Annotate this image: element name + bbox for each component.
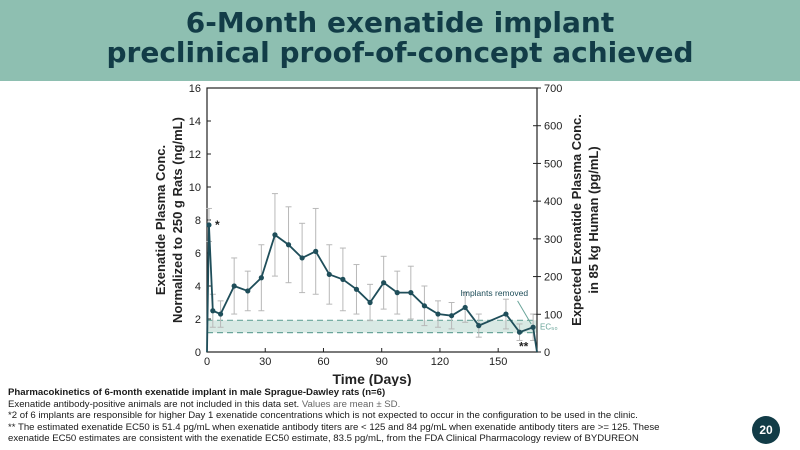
- y-left-tick-label: 4: [195, 281, 201, 293]
- data-point: [394, 290, 400, 296]
- title-line-1: 6-Month exenatide implant: [185, 6, 615, 39]
- y-right-tick-label: 200: [544, 272, 562, 284]
- y-right-tick-label: 300: [544, 234, 562, 246]
- y-left-axis-label-2: Normalized to 250 g Rats (ng/mL): [170, 117, 185, 323]
- data-point: [448, 313, 455, 319]
- annotation-double-star: **: [519, 340, 529, 354]
- pk-chart: EC₅₀ 0 30 60 90 120 150 0 2 4 6 8 10 12 14 16 0 100 200 30…: [153, 83, 601, 386]
- data-point: [245, 288, 251, 294]
- x-axis-label: Time (Days): [332, 371, 411, 386]
- data-point: [516, 329, 523, 335]
- data-point: [206, 222, 212, 228]
- y-right-axis-label-2: in 85 kg Human (pg/mL): [586, 146, 601, 293]
- y-left-tick-label: 12: [189, 149, 201, 161]
- y-left-tick-label: 14: [189, 116, 201, 128]
- slide-title: 6-Month exenatide implant preclinical pr…: [0, 8, 800, 68]
- data-point: [299, 255, 305, 261]
- x-tick-label: 90: [376, 356, 388, 368]
- data-point: [258, 275, 264, 281]
- data-point: [530, 324, 536, 330]
- x-tick-label: 0: [204, 356, 210, 368]
- y-left-tick-label: 8: [195, 215, 201, 227]
- data-point: [381, 280, 387, 286]
- data-point: [326, 271, 332, 278]
- caption-line-4: ** The estimated exenatide EC50 is 51.4 …: [8, 421, 660, 433]
- y-right-tick-label: 600: [544, 121, 562, 133]
- data-point: [313, 248, 319, 254]
- caption-heading: Pharmacokinetics of 6-month exenatide im…: [8, 387, 386, 398]
- data-point: [353, 286, 360, 292]
- y-left-tick-label: 2: [195, 314, 201, 326]
- x-tick-label: 30: [259, 356, 271, 368]
- figure-caption: Pharmacokinetics of 6-month exenatide im…: [8, 387, 738, 445]
- data-point: [217, 311, 224, 317]
- y-right-tick-label: 400: [544, 196, 562, 208]
- x-tick-label: 60: [317, 356, 329, 368]
- data-point: [408, 290, 414, 296]
- y-right-tick-label: 500: [544, 158, 562, 170]
- y-left-tick-label: 16: [189, 83, 201, 95]
- y-right-axis-label-1: Expected Exenatide Plasma Conc.: [569, 114, 584, 326]
- caption-line-3: *2 of 6 implants are responsible for hig…: [8, 410, 638, 422]
- y-right-tick-label: 700: [544, 83, 562, 95]
- data-point: [421, 303, 428, 309]
- data-point: [272, 232, 278, 238]
- title-line-2: preclinical proof-of-concept achieved: [106, 36, 694, 69]
- x-tick-label: 150: [489, 356, 507, 368]
- annotation-implants-removed: Implants removed: [461, 288, 529, 298]
- implants-removed-pointer: [517, 300, 532, 325]
- caption-line-5: exenatide EC50 estimates are consistent …: [8, 433, 639, 445]
- y-left-tick-label: 10: [189, 182, 201, 194]
- caption-antibody-note: Exenatide antibody-positive animals are …: [8, 398, 300, 410]
- data-point: [367, 299, 373, 306]
- caption-mean-sd-note: Values are mean ± SD.: [299, 398, 401, 410]
- data-point: [476, 323, 482, 329]
- y-left-tick-label: 0: [195, 347, 201, 359]
- data-point: [231, 283, 237, 289]
- x-tick-label: 120: [431, 356, 449, 368]
- y-right-tick-label: 100: [544, 309, 562, 321]
- data-point: [503, 311, 509, 317]
- y-right-tick-label: 0: [544, 347, 550, 359]
- page-number-badge: 20: [752, 416, 780, 444]
- ec50-label: EC₅₀: [540, 322, 558, 331]
- data-point: [462, 304, 468, 311]
- title-banner: 6-Month exenatide implant preclinical pr…: [0, 0, 800, 81]
- data-point: [340, 276, 346, 282]
- plot-frame: [206, 87, 538, 353]
- annotation-star: *: [215, 218, 220, 232]
- ec50-band: [207, 320, 537, 333]
- data-point: [435, 311, 441, 317]
- data-point: [285, 242, 292, 248]
- y-left-axis-label-1: Exenatide Plasma Conc.: [153, 145, 168, 295]
- data-point: [210, 308, 216, 314]
- caption-line-2: Exenatide antibody-positive animals are …: [8, 399, 738, 411]
- y-left-tick-label: 6: [195, 248, 201, 260]
